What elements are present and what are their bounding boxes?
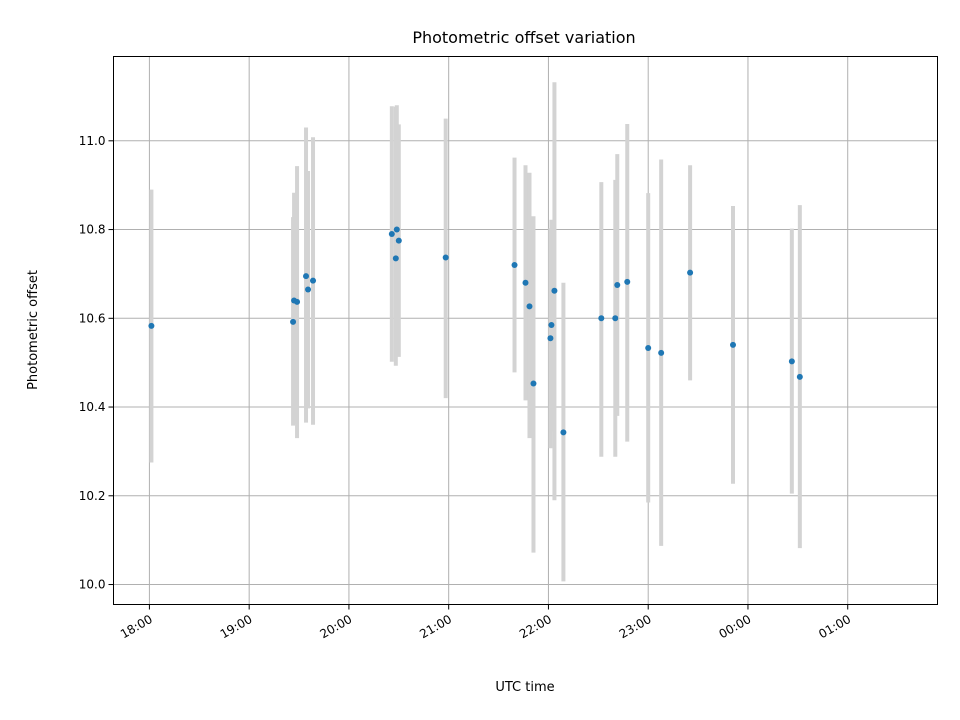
data-point (624, 278, 631, 285)
data-point (290, 318, 297, 325)
data-point (294, 298, 301, 305)
data-point (548, 321, 555, 328)
data-point (658, 349, 665, 356)
y-tick-label: 10.4 (79, 400, 106, 414)
data-point (392, 255, 399, 262)
data-point (687, 269, 694, 276)
chart-title: Photometric offset variation (412, 28, 635, 47)
x-tick-label: 21:00 (417, 612, 454, 641)
data-point (305, 286, 312, 293)
data-point (310, 277, 317, 284)
x-axis-label: UTC time (495, 680, 554, 695)
x-tick-label: 18:00 (118, 612, 155, 641)
y-tick-label: 10.6 (79, 311, 106, 325)
data-point (645, 345, 652, 352)
data-point (551, 287, 558, 294)
y-tick-label: 10.2 (79, 489, 106, 503)
data-point (796, 373, 803, 380)
plot-area-frame (113, 56, 938, 605)
data-point (395, 237, 402, 244)
data-point (788, 358, 795, 365)
y-axis-label: Photometric offset (26, 270, 41, 390)
y-tick-label: 11.0 (79, 134, 106, 148)
y-tick-label: 10.8 (79, 223, 106, 237)
data-point (560, 429, 567, 436)
x-tick-label: 00:00 (717, 612, 754, 641)
x-tick-label: 20:00 (317, 612, 354, 641)
x-tick-label: 23:00 (617, 612, 654, 641)
data-point (148, 322, 155, 329)
x-tick-label: 22:00 (517, 612, 554, 641)
x-tick-label: 19:00 (218, 612, 255, 641)
y-tick-label: 10.0 (79, 578, 106, 592)
data-point (511, 262, 518, 269)
data-point (547, 335, 554, 342)
data-point (522, 279, 529, 286)
data-point (598, 315, 605, 322)
data-point (388, 230, 395, 237)
data-point (393, 226, 400, 233)
data-point (442, 254, 449, 261)
data-points (148, 226, 803, 436)
data-point (729, 341, 736, 348)
data-point (612, 315, 619, 322)
data-point (526, 303, 533, 310)
data-point (530, 380, 537, 387)
x-axis: 18:00 19:00 20:00 21:00 22:00 23:00 00:00 01:00 (118, 604, 853, 641)
y-axis: 10.0 10.2 10.4 10.6 10.8 11.0 (79, 134, 114, 592)
data-point (303, 273, 310, 280)
x-tick-label: 01:00 (816, 612, 853, 641)
data-point (614, 282, 621, 289)
